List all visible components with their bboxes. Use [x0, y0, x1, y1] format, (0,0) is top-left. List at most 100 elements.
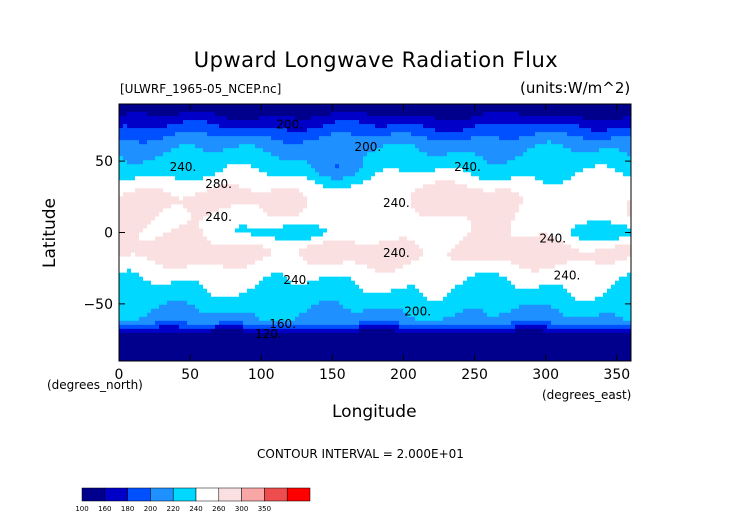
heatmap-cell	[291, 204, 296, 210]
heatmap-cell	[335, 128, 340, 133]
heatmap-cell	[495, 224, 500, 230]
heatmap-cell	[471, 164, 476, 169]
heatmap-cell	[451, 164, 456, 169]
heatmap-cell	[575, 248, 580, 254]
heatmap-cell	[347, 164, 352, 169]
heatmap-cell	[587, 176, 592, 181]
x-axis-label: Longitude	[332, 402, 417, 422]
heatmap-cell	[543, 144, 548, 149]
heatmap-cell	[203, 128, 208, 133]
heatmap-cell	[207, 248, 212, 254]
heatmap-cell	[199, 128, 204, 133]
heatmap-cell	[303, 148, 308, 153]
heatmap-cell	[251, 116, 256, 121]
heatmap-cell	[147, 228, 152, 234]
heatmap-cell	[315, 108, 320, 113]
heatmap-cell	[567, 204, 572, 210]
heatmap-cell	[463, 148, 468, 153]
heatmap-cell	[199, 104, 204, 109]
heatmap-cell	[283, 204, 288, 210]
heatmap-cell	[495, 108, 500, 113]
heatmap-cell	[407, 108, 412, 113]
heatmap-cell	[391, 132, 396, 137]
heatmap-cell	[167, 156, 172, 161]
heatmap-cell	[239, 156, 244, 161]
heatmap-cell	[135, 192, 140, 197]
heatmap-cell	[359, 168, 364, 173]
heatmap-cell	[511, 188, 516, 193]
heatmap-cell	[343, 204, 348, 210]
heatmap-cell	[623, 156, 628, 161]
heatmap-cell	[415, 220, 420, 226]
heatmap-cell	[219, 248, 224, 254]
heatmap-cell	[339, 224, 344, 230]
heatmap-cell	[411, 164, 416, 169]
heatmap-cell	[287, 176, 292, 181]
heatmap-cell	[523, 104, 528, 109]
heatmap-cell	[155, 132, 160, 137]
heatmap-cell	[391, 244, 396, 250]
heatmap-cell	[223, 160, 228, 165]
heatmap-cell	[331, 112, 336, 117]
heatmap-cell	[247, 184, 252, 189]
heatmap-cell	[191, 180, 196, 185]
heatmap-cell	[291, 108, 296, 113]
heatmap-cell	[395, 204, 400, 210]
heatmap-cell	[223, 108, 228, 113]
heatmap-cell	[159, 232, 164, 238]
heatmap-cell	[519, 164, 524, 169]
heatmap-cell	[259, 184, 264, 189]
heatmap-cell	[463, 212, 468, 218]
heatmap-cell	[207, 232, 212, 238]
heatmap-cell	[187, 240, 192, 246]
heatmap-cell	[127, 136, 132, 141]
heatmap-cell	[591, 248, 596, 254]
heatmap-cell	[395, 208, 400, 214]
heatmap-cell	[343, 256, 348, 262]
heatmap-cell	[623, 228, 628, 234]
heatmap-cell	[411, 252, 416, 258]
heatmap-cell	[515, 184, 520, 189]
heatmap-cell	[147, 212, 152, 218]
heatmap-cell	[319, 132, 324, 137]
heatmap-cell	[595, 228, 600, 234]
heatmap-cell	[391, 156, 396, 161]
heatmap-cell	[491, 124, 496, 129]
heatmap-cell	[327, 156, 332, 161]
heatmap-cell	[423, 236, 428, 242]
heatmap-cell	[359, 228, 364, 234]
heatmap-cell	[183, 180, 188, 185]
heatmap-cell	[243, 252, 248, 258]
heatmap-cell	[547, 248, 552, 254]
heatmap-cell	[563, 108, 568, 113]
heatmap-cell	[583, 240, 588, 246]
heatmap-cell	[163, 104, 168, 109]
heatmap-cell	[243, 136, 248, 141]
heatmap-cell	[363, 148, 368, 153]
heatmap-cell	[471, 124, 476, 129]
heatmap-cell	[323, 136, 328, 141]
heatmap-cell	[483, 144, 488, 149]
heatmap-cell	[375, 176, 380, 181]
heatmap-cell	[463, 152, 468, 157]
heatmap-cell	[175, 204, 180, 210]
heatmap-cell	[267, 204, 272, 210]
heatmap-cell	[163, 168, 168, 173]
heatmap-cell	[199, 240, 204, 246]
heatmap-cell	[427, 160, 432, 165]
heatmap-cell	[271, 176, 276, 181]
heatmap-cell	[623, 152, 628, 157]
heatmap-cell	[443, 164, 448, 169]
heatmap-cell	[187, 248, 192, 254]
heatmap-cell	[247, 200, 252, 205]
heatmap-cell	[223, 248, 228, 254]
heatmap-cell	[355, 236, 360, 242]
heatmap-cell	[539, 176, 544, 181]
heatmap-cell	[427, 248, 432, 254]
heatmap-cell	[379, 212, 384, 218]
heatmap-cell	[311, 144, 316, 149]
y-axis-units: (degrees_north)	[47, 378, 143, 392]
heatmap-cell	[623, 116, 628, 121]
heatmap-cell	[319, 224, 324, 230]
heatmap-cell	[607, 164, 612, 169]
